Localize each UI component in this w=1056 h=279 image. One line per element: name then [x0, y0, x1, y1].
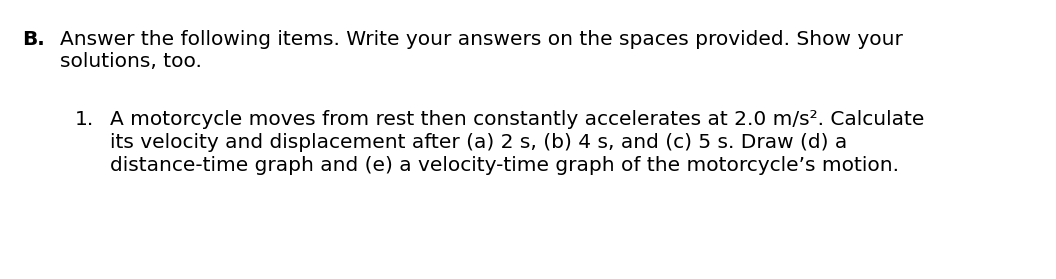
Text: 1.: 1.	[75, 110, 94, 129]
Text: solutions, too.: solutions, too.	[60, 52, 202, 71]
Text: Answer the following items. Write your answers on the spaces provided. Show your: Answer the following items. Write your a…	[60, 30, 903, 49]
Text: distance-time graph and (e) a velocity-time graph of the motorcycle’s motion.: distance-time graph and (e) a velocity-t…	[110, 156, 899, 175]
Text: A motorcycle moves from rest then constantly accelerates at 2.0 m/s². Calculate: A motorcycle moves from rest then consta…	[110, 110, 924, 129]
Text: B.: B.	[22, 30, 44, 49]
Text: its velocity and displacement after (a) 2 s, (b) 4 s, and (c) 5 s. Draw (d) a: its velocity and displacement after (a) …	[110, 133, 847, 152]
